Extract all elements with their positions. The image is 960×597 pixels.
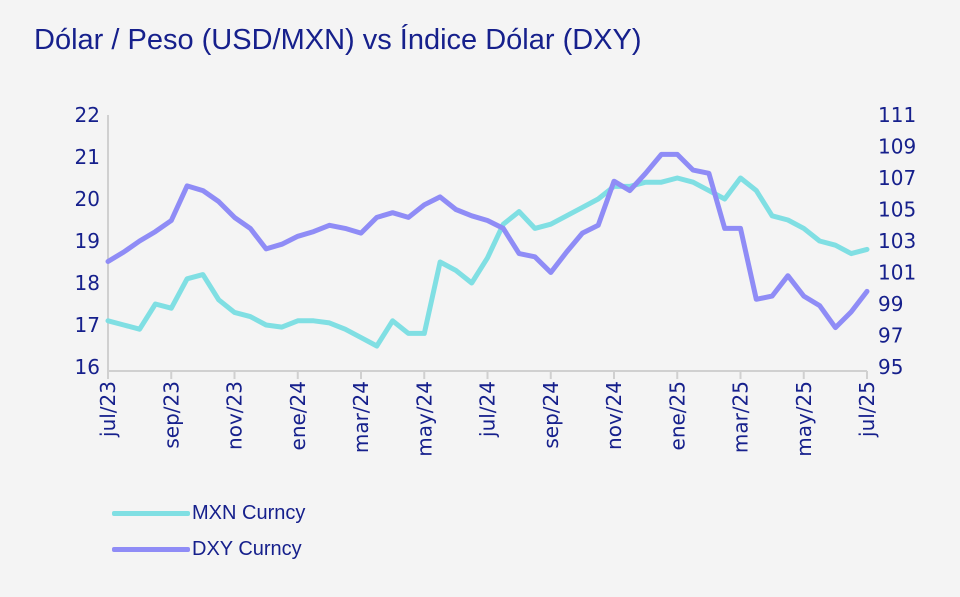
x-tick-label: jul/24	[476, 381, 500, 438]
y-left-tick-label: 16	[75, 355, 100, 379]
chart-title: Dólar / Peso (USD/MXN) vs Índice Dólar (…	[34, 24, 642, 56]
x-tick-label: nov/23	[223, 381, 247, 450]
series-line-mxn	[105, 175, 870, 349]
series-line-dxy	[105, 151, 870, 331]
x-tick-label: ene/24	[286, 381, 310, 450]
y-right-tick-label: 103	[878, 229, 916, 253]
legend-label-dxy: DXY Curncy	[192, 538, 302, 560]
y-right-tick-label: 111	[878, 103, 916, 127]
x-tick-label: sep/24	[539, 381, 563, 449]
y-right-tick-label: 109	[878, 135, 916, 159]
y-left-tick-label: 19	[75, 229, 100, 253]
y-right-tick-label: 105	[878, 198, 916, 222]
y-right-tick-label: 107	[878, 166, 916, 190]
x-tick-label: mar/25	[729, 381, 753, 453]
x-tick-label: jul/23	[96, 381, 120, 438]
y-left-tick-label: 18	[75, 271, 100, 295]
legend-label-mxn: MXN Curncy	[192, 502, 306, 524]
x-tick-label: ene/25	[665, 381, 689, 450]
y-right-tick-label: 99	[878, 292, 903, 316]
y-right-tick-label: 95	[878, 355, 903, 379]
x-tick-label: sep/23	[159, 381, 183, 449]
y-left-tick-label: 21	[75, 145, 100, 169]
y-right-tick-label: 101	[878, 261, 916, 285]
y-left-tick-label: 22	[75, 103, 100, 127]
y-right-tick-label: 97	[878, 324, 903, 348]
y-left-tick-label: 17	[75, 313, 100, 337]
x-tick-label: may/24	[412, 381, 436, 457]
legend-item-mxn: MXN Curncy	[112, 502, 305, 525]
x-tick-label: nov/24	[602, 381, 626, 450]
y-left-tick-label: 20	[75, 187, 100, 211]
x-tick-label: mar/24	[349, 381, 373, 453]
legend-swatch-mxn	[112, 511, 190, 516]
legend-item-dxy: DXY Curncy	[112, 538, 302, 561]
x-tick-label: may/25	[792, 381, 816, 457]
x-tick-label: jul/25	[855, 381, 879, 438]
legend-swatch-dxy	[112, 547, 190, 552]
